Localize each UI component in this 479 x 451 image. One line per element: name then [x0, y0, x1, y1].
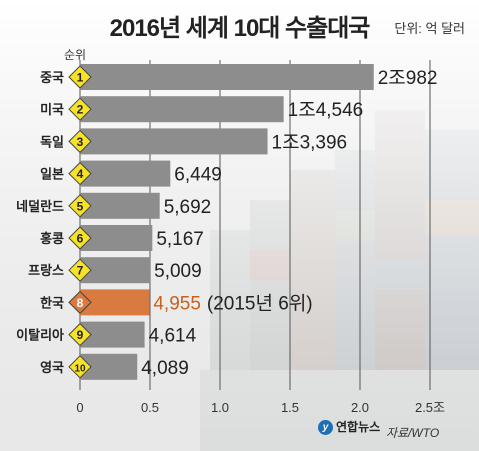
value-label: 4,955 — [153, 293, 201, 314]
category-label: 미국 — [40, 102, 64, 117]
rank-number: 8 — [77, 296, 84, 310]
value-label: 5,167 — [156, 229, 204, 250]
rank-number: 1 — [77, 71, 84, 85]
value-label: 5,692 — [164, 197, 212, 218]
x-tick-label: 2.0 — [351, 400, 369, 415]
highlight-note: (2015년 6위) — [207, 292, 313, 314]
bar — [80, 128, 268, 155]
bar — [80, 96, 284, 123]
category-label: 한국 — [40, 295, 64, 310]
rank-badge — [68, 290, 92, 315]
source-label: 자료/WTO — [386, 426, 440, 440]
value-label: 1조4,546 — [288, 100, 364, 121]
rank-badge — [68, 226, 92, 250]
category-label: 영국 — [40, 360, 64, 375]
rank-badge — [68, 161, 92, 186]
x-tick-label: 0.5 — [141, 400, 159, 415]
rank-badge — [68, 355, 92, 379]
category-label: 독일 — [40, 134, 64, 149]
yonhap-logo: y 연합뉴스 — [318, 418, 381, 436]
value-label: 4,614 — [149, 326, 197, 347]
category-label: 일본 — [40, 167, 64, 182]
rank-badge — [68, 194, 92, 218]
rank-badge — [68, 65, 92, 89]
bar — [80, 64, 374, 90]
x-axis: 0 0.5 1.0 1.5 2.0 2.5조 — [76, 400, 445, 415]
rank-number: 7 — [77, 264, 84, 278]
rank-badge — [68, 258, 92, 282]
category-label: 홍콩 — [40, 231, 64, 246]
category-label: 이탈리아 — [16, 328, 64, 343]
rank-number: 9 — [77, 328, 84, 342]
bar — [80, 192, 160, 219]
x-tick-label: 1.0 — [211, 400, 229, 415]
x-tick-label: 1.5 — [281, 400, 299, 415]
rank-number: 2 — [77, 103, 84, 117]
category-label: 프랑스 — [28, 263, 64, 278]
x-tick-label: 0 — [76, 400, 83, 415]
rank-number: 5 — [77, 199, 84, 213]
bar — [80, 160, 171, 187]
rank-number: 3 — [77, 135, 84, 149]
bars: 중국 1 2조982 미국 2 1조4,546 독일 3 1조3,396 일본 4 6,449 네덜란드… — [16, 64, 437, 380]
value-label: 1조3,396 — [272, 132, 348, 153]
rank-badge — [68, 322, 92, 347]
rank-header: 순위 — [64, 48, 87, 62]
category-label: 네덜란드 — [16, 199, 64, 214]
logo-text: 연합뉴스 — [336, 420, 381, 434]
rank-number: 10 — [74, 363, 86, 374]
rank-number: 6 — [77, 232, 84, 246]
unit-label: 단위: 억 달러 — [394, 21, 465, 36]
value-label: 4,089 — [141, 358, 189, 379]
rank-badge — [68, 129, 92, 154]
x-tick-label: 2.5조 — [415, 400, 445, 415]
value-label: 2조982 — [378, 68, 438, 89]
value-label: 6,449 — [174, 165, 222, 186]
yonhap-mark-icon: y — [318, 420, 333, 436]
category-label: 중국 — [40, 70, 64, 85]
value-label: 5,009 — [154, 261, 202, 282]
rank-badge — [68, 97, 92, 121]
rank-number: 4 — [77, 167, 84, 181]
page-title: 2016년 세계 10대 수출대국 — [109, 15, 371, 42]
bar — [80, 225, 153, 251]
